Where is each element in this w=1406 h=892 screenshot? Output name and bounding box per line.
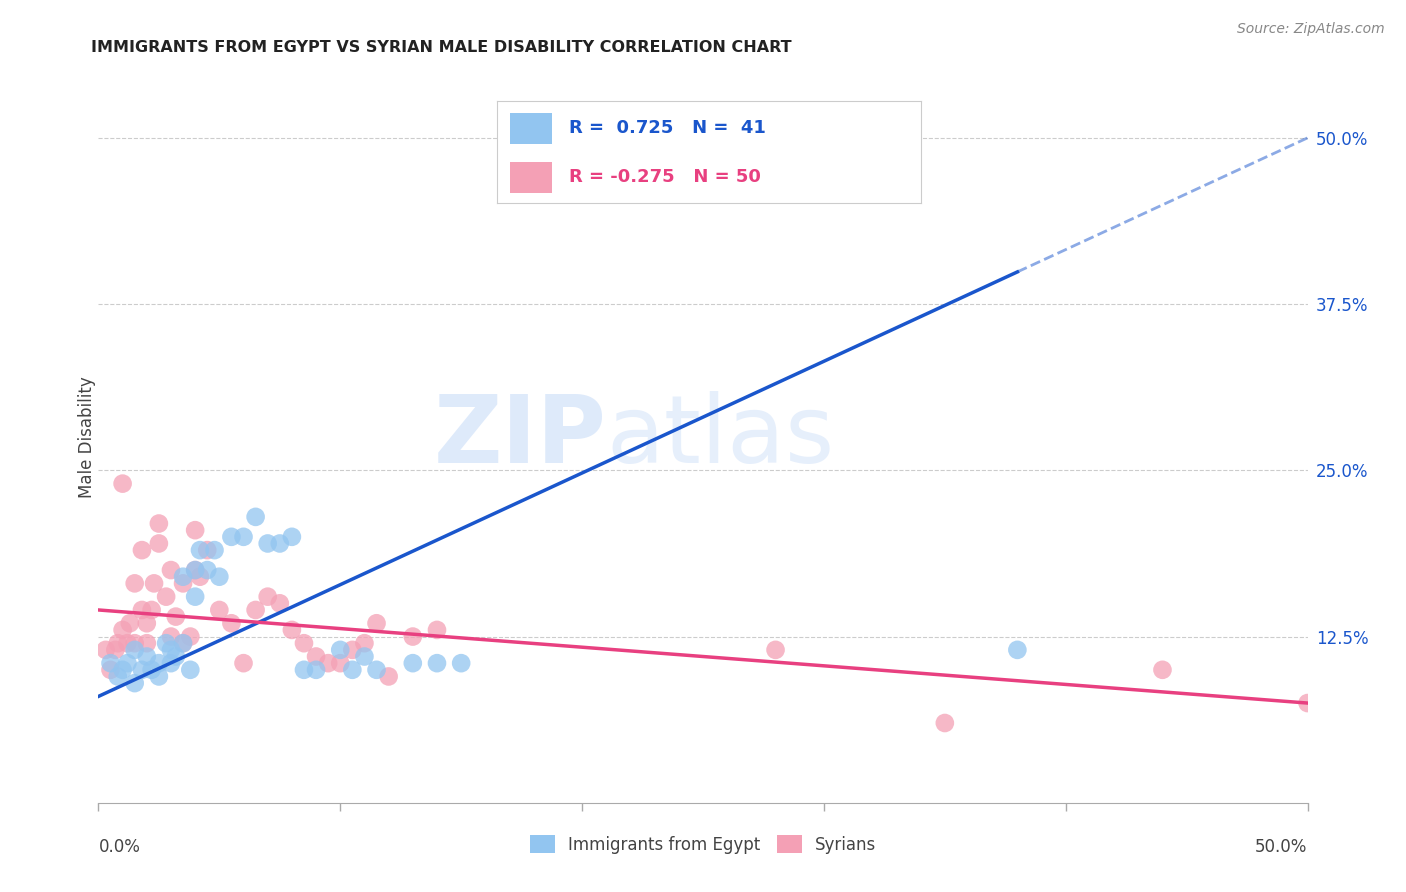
Point (765, 643, 787, 657)
Point (179, 630, 201, 644)
Point (426, 623, 449, 637)
Point (292, 636, 315, 650)
Point (281, 530, 304, 544)
Point (172, 570, 194, 584)
Point (221, 616, 243, 631)
Point (204, 543, 226, 558)
Point (131, 543, 153, 558)
Point (1296, 696, 1319, 710)
Y-axis label: Male Disability: Male Disability (79, 376, 96, 498)
Point (100, 656, 122, 670)
Point (377, 669, 399, 683)
Point (124, 643, 146, 657)
Point (117, 636, 139, 650)
Point (184, 563, 207, 577)
Point (117, 656, 139, 670)
Point (188, 570, 211, 584)
Point (135, 616, 157, 631)
Point (188, 543, 211, 558)
Point (402, 656, 425, 670)
Text: ZIP: ZIP (433, 391, 606, 483)
Point (118, 616, 141, 631)
Point (232, 656, 254, 670)
Point (111, 663, 134, 677)
Point (353, 649, 375, 664)
Point (165, 649, 187, 664)
Point (155, 636, 177, 650)
Point (269, 536, 291, 550)
Point (111, 476, 134, 491)
Point (765, 157, 787, 171)
Point (402, 630, 425, 644)
Point (179, 663, 201, 677)
Text: Source: ZipAtlas.com: Source: ZipAtlas.com (1237, 22, 1385, 37)
Point (1007, 643, 1029, 657)
Point (143, 576, 166, 591)
Point (131, 603, 153, 617)
Legend: Immigrants from Egypt, Syrians: Immigrants from Egypt, Syrians (523, 829, 883, 860)
Point (111, 623, 134, 637)
Point (135, 649, 157, 664)
Point (256, 536, 278, 550)
Point (366, 616, 388, 631)
Point (148, 656, 170, 670)
Point (292, 663, 315, 677)
Point (281, 623, 304, 637)
Point (232, 530, 254, 544)
Point (305, 649, 328, 664)
Point (342, 643, 364, 657)
Point (208, 603, 231, 617)
Point (366, 663, 388, 677)
Point (269, 596, 291, 610)
Point (221, 530, 243, 544)
Point (195, 543, 218, 558)
Point (316, 656, 339, 670)
Point (353, 636, 375, 650)
Point (124, 576, 146, 591)
Point (141, 603, 163, 617)
Point (155, 590, 177, 604)
Point (184, 563, 207, 577)
Point (172, 636, 194, 650)
Text: 50.0%: 50.0% (1256, 838, 1308, 856)
Point (329, 643, 352, 657)
Point (305, 663, 328, 677)
Point (100, 663, 122, 677)
Point (160, 643, 183, 657)
Point (135, 636, 157, 650)
Point (160, 630, 183, 644)
Point (245, 603, 267, 617)
Point (208, 570, 231, 584)
Point (148, 669, 170, 683)
Point (104, 643, 127, 657)
Point (172, 576, 194, 591)
Text: IMMIGRANTS FROM EGYPT VS SYRIAN MALE DISABILITY CORRELATION CHART: IMMIGRANTS FROM EGYPT VS SYRIAN MALE DIS… (91, 40, 792, 55)
Point (1152, 663, 1174, 677)
Point (124, 676, 146, 690)
Point (450, 656, 472, 670)
Point (172, 636, 194, 650)
Point (107, 669, 129, 683)
Point (934, 716, 956, 731)
Point (184, 523, 207, 537)
Point (184, 590, 207, 604)
Point (131, 663, 153, 677)
Point (124, 636, 146, 650)
Point (165, 609, 187, 624)
Point (107, 636, 129, 650)
Point (245, 509, 267, 524)
Point (256, 590, 278, 604)
Point (160, 563, 183, 577)
Point (148, 536, 170, 550)
Point (342, 663, 364, 677)
Point (141, 663, 163, 677)
Point (148, 516, 170, 531)
Point (329, 656, 352, 670)
Point (426, 656, 449, 670)
Text: atlas: atlas (606, 391, 835, 483)
Text: 0.0%: 0.0% (98, 838, 141, 856)
Point (195, 563, 218, 577)
Point (94, 643, 117, 657)
Point (160, 656, 183, 670)
